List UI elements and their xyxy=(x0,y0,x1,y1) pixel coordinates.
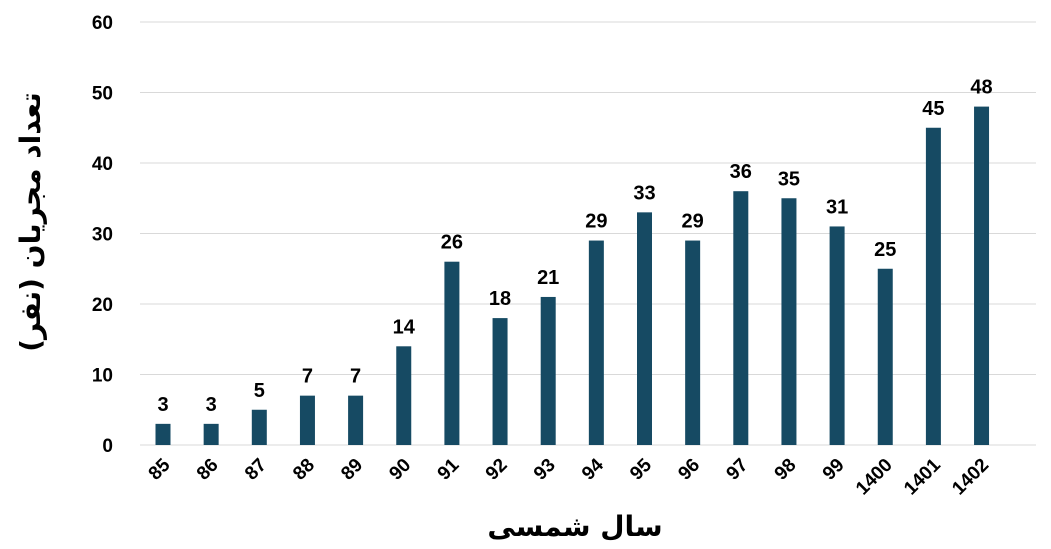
y-axis-ticks: 0 10 20 30 40 50 60 xyxy=(92,13,113,457)
bar-91 xyxy=(444,261,460,445)
data-label-99: 31 xyxy=(826,196,848,218)
data-label-85: 3 xyxy=(157,394,168,416)
x-tick-label-85: 85 xyxy=(145,454,175,484)
data-label-91: 26 xyxy=(441,232,463,254)
data-label-87: 5 xyxy=(254,380,265,402)
x-tick-label-94: 94 xyxy=(578,454,608,484)
data-label-1401: 45 xyxy=(922,98,944,120)
x-tick-label-1401: 1401 xyxy=(900,454,945,499)
data-label-93: 21 xyxy=(537,267,559,289)
bar-99 xyxy=(829,226,845,445)
bar-98 xyxy=(781,198,797,445)
bar-88 xyxy=(299,395,315,445)
x-tick-label-88: 88 xyxy=(289,455,319,485)
bar-87 xyxy=(251,409,267,445)
x-tick-label-97: 97 xyxy=(723,455,753,485)
data-label-96: 29 xyxy=(682,211,704,233)
bar-97 xyxy=(733,191,749,445)
y-tick-label: 40 xyxy=(92,154,113,175)
gridlines xyxy=(140,21,1036,446)
bar-1400 xyxy=(877,268,893,445)
bar-96 xyxy=(685,240,701,445)
x-tick-label-99: 99 xyxy=(819,455,849,485)
x-tick-label-87: 87 xyxy=(241,455,271,485)
data-label-1400: 25 xyxy=(874,239,896,261)
x-axis-ticks: 85 86 87 88 89 90 91 92 93 94 95 96 97 98 99 1400 1401 14… xyxy=(145,454,993,499)
data-label-1402: 48 xyxy=(970,77,992,99)
data-label-98: 35 xyxy=(778,168,800,190)
x-tick-label-92: 92 xyxy=(482,455,512,485)
y-tick-label: 50 xyxy=(92,84,113,105)
x-tick-label-90: 90 xyxy=(385,455,415,485)
data-label-89: 7 xyxy=(350,366,361,388)
data-label-92: 18 xyxy=(489,288,511,310)
bar-1401 xyxy=(925,127,941,445)
data-label-95: 33 xyxy=(633,182,655,204)
x-axis-title: سال شمسی xyxy=(487,510,662,543)
data-label-90: 14 xyxy=(393,316,416,338)
x-tick-label-96: 96 xyxy=(674,455,704,485)
bar-1402 xyxy=(974,106,990,445)
data-label-86: 3 xyxy=(206,394,217,416)
x-tick-label-93: 93 xyxy=(530,455,560,485)
y-tick-label: 60 xyxy=(92,13,113,34)
bar-90 xyxy=(396,346,412,445)
y-tick-label: 0 xyxy=(102,436,113,457)
data-label-88: 7 xyxy=(302,366,313,388)
x-tick-label-86: 86 xyxy=(193,455,223,485)
y-tick-label: 20 xyxy=(92,295,113,316)
bar-93 xyxy=(540,296,556,445)
y-tick-label: 10 xyxy=(92,366,113,387)
x-tick-label-98: 98 xyxy=(771,455,801,485)
bar-92 xyxy=(492,318,508,445)
x-tick-label-1402: 1402 xyxy=(948,455,993,500)
bar-95 xyxy=(637,212,652,445)
bar-86 xyxy=(203,423,219,445)
bar-89 xyxy=(348,395,364,445)
x-tick-label-89: 89 xyxy=(337,455,367,485)
data-label-94: 29 xyxy=(585,211,607,233)
bar-94 xyxy=(588,240,604,445)
bar-85 xyxy=(155,423,171,445)
y-axis-title: تعداد مجریان (نفر) xyxy=(14,92,47,352)
y-tick-label: 30 xyxy=(92,225,113,246)
x-tick-label-95: 95 xyxy=(626,454,656,484)
bars xyxy=(155,106,990,445)
data-label-97: 36 xyxy=(730,161,752,183)
x-tick-label-91: 91 xyxy=(434,454,464,484)
x-tick-label-1400: 1400 xyxy=(852,455,897,500)
